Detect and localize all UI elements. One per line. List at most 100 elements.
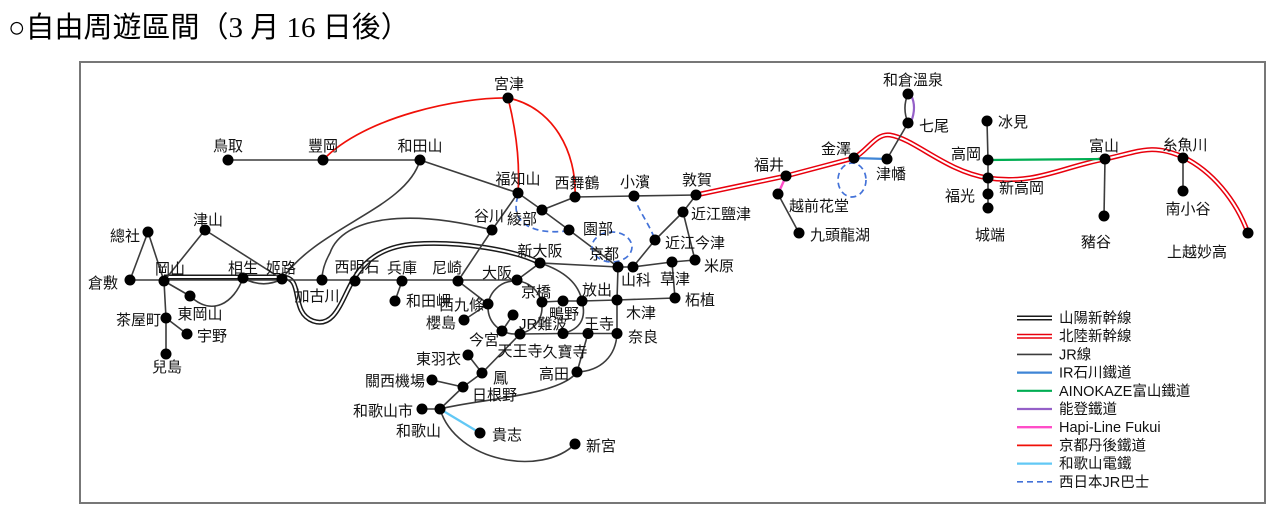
rail-line-jr (419, 159, 519, 194)
station-dot (462, 349, 474, 361)
rail-line-jr (439, 408, 576, 463)
rail-line-ainokaze (987, 157, 1106, 162)
station-label: 兒島 (152, 359, 182, 376)
station-label: 和歌山市 (353, 403, 413, 420)
rail-line-jr (439, 371, 578, 410)
rail-line-jr (541, 196, 576, 211)
station-dot (611, 294, 623, 306)
station-dot (158, 275, 170, 287)
station-label: 關西機場 (365, 373, 425, 390)
station-label: 新大阪 (517, 243, 562, 260)
station-label: 宮津 (494, 76, 524, 93)
station-label: 米原 (704, 258, 734, 275)
legend-label: 能登鐵道 (1059, 400, 1117, 418)
station-dot (649, 234, 661, 246)
station-label: 和田山 (397, 138, 442, 155)
station-dot (389, 295, 401, 307)
station-label: 姬路 (266, 260, 296, 277)
station-label: 和田岬 (406, 293, 451, 310)
rail-line-jr (129, 231, 149, 281)
station-label: 豬谷 (1081, 234, 1111, 251)
station-label: 東岡山 (177, 306, 222, 323)
rail-line-bus (633, 195, 656, 241)
station-label: 糸魚川 (1162, 137, 1207, 154)
station-dot (486, 224, 498, 236)
station-label: 京都 (589, 246, 619, 263)
rail-line-jr (457, 280, 489, 305)
legend-label: JR線 (1059, 346, 1091, 363)
station-label: 富山 (1089, 137, 1119, 155)
station-dot (563, 224, 575, 236)
rail-line-jr (519, 332, 617, 335)
station-dot (416, 403, 428, 415)
station-dot (349, 275, 361, 287)
station-dot (514, 328, 526, 340)
rail-line-jr (616, 297, 676, 301)
station-dot (881, 153, 893, 165)
station-label: 鳳 (493, 370, 508, 387)
station-label: 金澤 (821, 141, 851, 158)
station-dot (982, 202, 994, 214)
station-dot (677, 206, 689, 218)
rail-line-bus (837, 162, 867, 198)
station-label: 木津 (626, 305, 656, 322)
legend-label: 西日本JR巴士 (1059, 474, 1149, 491)
station-dot (181, 328, 193, 340)
station-dot (426, 374, 438, 386)
station-dot (582, 328, 594, 339)
rail-line-jr (204, 229, 283, 280)
station-label: 西舞鶴 (554, 175, 599, 192)
station-label: 京橋 (521, 284, 551, 301)
station-dot (628, 190, 640, 202)
station-dot (1099, 153, 1111, 165)
station-label: 九頭龍湖 (810, 227, 870, 244)
station-dot (982, 188, 994, 200)
rail-line-jr (282, 159, 421, 279)
rail-line-jr (439, 333, 521, 410)
station-dot (1177, 152, 1189, 164)
station-dot (772, 188, 784, 200)
station-label: 相生 (228, 260, 258, 277)
station-dot (496, 325, 508, 337)
station-dot (474, 427, 486, 439)
rail-line-bus (515, 195, 567, 233)
rail-line-jr (517, 192, 619, 268)
station-dot (536, 204, 548, 216)
station-label: 宇野 (197, 328, 227, 345)
station-label: 西九條 (439, 297, 484, 314)
station-dot (569, 438, 581, 450)
station-dot (124, 274, 136, 286)
station-dot (793, 227, 805, 239)
station-label: 天王寺 (497, 343, 542, 360)
station-label: 草津 (660, 271, 690, 288)
station-label: 近江今津 (665, 235, 725, 252)
station-dot (982, 154, 994, 166)
station-label: 王寺 (584, 316, 614, 333)
station-label: 貴志 (492, 427, 522, 444)
station-label: 加古川 (294, 288, 339, 305)
station-label: 久寶寺 (542, 343, 587, 361)
station-dot (612, 261, 624, 273)
station-dot (669, 292, 681, 304)
station-dot (534, 257, 546, 269)
rail-line-jr (671, 261, 676, 299)
station-label: 谷川 (474, 208, 504, 225)
station-dot (1177, 185, 1189, 197)
station-label: 倉敷 (88, 274, 118, 292)
rail-line-jr (576, 333, 618, 373)
rail-line-wakayama (439, 408, 481, 434)
station-dot (536, 296, 548, 308)
station-dot (512, 187, 524, 199)
station-dot (482, 298, 494, 310)
station-label: 園部 (583, 221, 613, 238)
map-border (79, 61, 1266, 504)
station-dot (689, 254, 701, 266)
station-dot (222, 154, 234, 166)
station-dot (902, 117, 914, 129)
station-label: 上越妙高 (1167, 244, 1227, 261)
station-dot (576, 295, 588, 307)
station-dot (666, 256, 678, 268)
rail-line-ir (853, 156, 888, 161)
station-label: 岡山 (155, 261, 185, 278)
